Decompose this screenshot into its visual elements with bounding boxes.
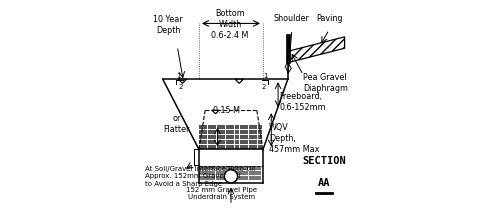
Text: 152 mm Gravel Pipe
Underdrain System: 152 mm Gravel Pipe Underdrain System bbox=[186, 187, 257, 200]
Text: At Soil/Gravel Interface Roto-till
Approx. 152mm Gravel/Soil
to Avoid a Sharp Ed: At Soil/Gravel Interface Roto-till Appro… bbox=[145, 166, 255, 187]
Text: 2: 2 bbox=[261, 84, 265, 90]
Text: 1: 1 bbox=[263, 73, 268, 79]
Text: AA: AA bbox=[318, 178, 330, 188]
Polygon shape bbox=[178, 79, 187, 83]
Text: Pea Gravel
Diaphragm: Pea Gravel Diaphragm bbox=[303, 73, 348, 93]
Bar bbox=[286, 34, 290, 63]
Text: Bottom
Width
0.6-2.4 M: Bottom Width 0.6-2.4 M bbox=[211, 9, 248, 40]
Text: 2: 2 bbox=[179, 84, 183, 90]
Text: Freeboard,
0.6-152mm: Freeboard, 0.6-152mm bbox=[280, 92, 326, 112]
Text: 0.15 M: 0.15 M bbox=[213, 106, 241, 115]
Text: 1: 1 bbox=[177, 73, 181, 79]
Circle shape bbox=[224, 170, 238, 183]
Text: Shoulder: Shoulder bbox=[274, 14, 310, 23]
Text: SECTION: SECTION bbox=[302, 156, 346, 166]
Polygon shape bbox=[235, 79, 244, 83]
Text: Paving: Paving bbox=[316, 14, 343, 23]
Polygon shape bbox=[288, 37, 345, 63]
Polygon shape bbox=[212, 110, 219, 114]
Text: WQV
Depth,
457mm Max: WQV Depth, 457mm Max bbox=[269, 123, 320, 154]
Text: 10 Year
Depth: 10 Year Depth bbox=[153, 15, 183, 35]
Text: or
Flatter: or Flatter bbox=[163, 114, 190, 134]
